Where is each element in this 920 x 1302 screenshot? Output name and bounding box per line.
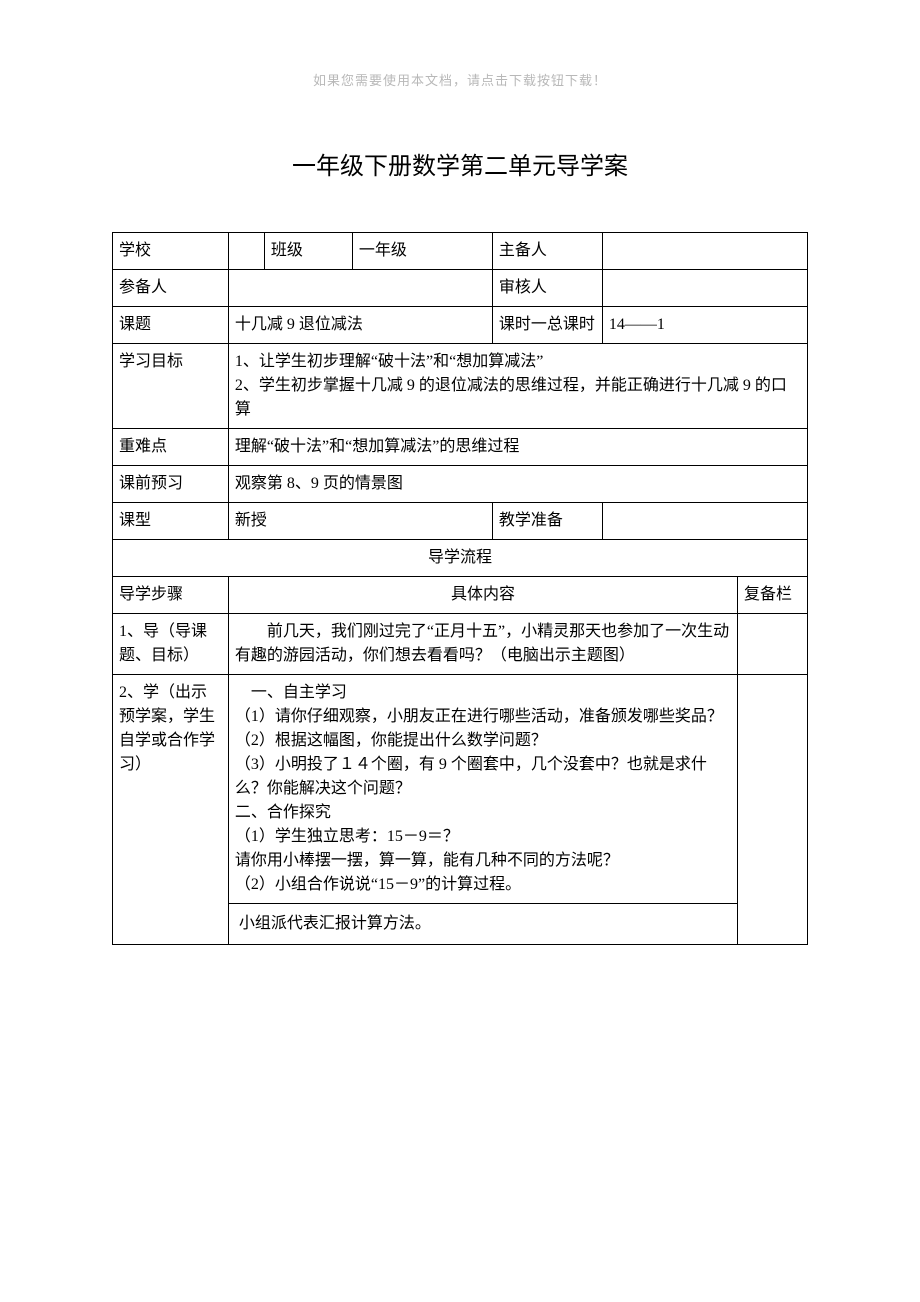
watermark-text: 如果您需要使用本文档，请点击下载按钮下载！ [0, 70, 920, 89]
content-col-label: 具体内容 [228, 577, 737, 614]
fubei-col-label: 复备栏 [738, 577, 808, 614]
table-row: 课前预习 观察第 8、9 页的情景图 [113, 466, 808, 503]
type-label: 课型 [113, 503, 229, 540]
fubei-cell [738, 675, 808, 945]
preview-label: 课前预习 [113, 466, 229, 503]
step1-content: 前几天，我们刚过完了“正月十五”，小精灵那天也参加了一次生动有趣的游园活动，你们… [228, 614, 737, 675]
keypoint-label: 重难点 [113, 429, 229, 466]
table-row: 学校 班级 一年级 主备人 [113, 233, 808, 270]
main-author-label: 主备人 [492, 233, 602, 270]
keypoint-value: 理解“破十法”和“想加算减法”的思维过程 [228, 429, 807, 466]
table-row: 参备人 审核人 [113, 270, 808, 307]
flow-process-header: 导学流程 [113, 540, 808, 577]
fubei-cell [738, 614, 808, 675]
step-col-label: 导学步骤 [113, 577, 229, 614]
lesson-plan-table: 学校 班级 一年级 主备人 参备人 审核人 课题 十几减 9 退位减法 课时一总… [112, 232, 808, 945]
preview-value: 观察第 8、9 页的情景图 [228, 466, 807, 503]
table-row: 课题 十几减 9 退位减法 课时一总课时 14——1 [113, 307, 808, 344]
step2-content-extra: 小组派代表汇报计算方法。 [228, 904, 737, 945]
prep-label: 教学准备 [492, 503, 602, 540]
objective-label: 学习目标 [113, 344, 229, 429]
main-author-value [602, 233, 807, 270]
reviewer-label: 审核人 [492, 270, 602, 307]
co-author-value [228, 270, 492, 307]
school-label: 学校 [113, 233, 229, 270]
class-label: 班级 [264, 233, 352, 270]
table-row: 学习目标 1、让学生初步理解“破十法”和“想加算减法” 2、学生初步掌握十几减 … [113, 344, 808, 429]
table-row: 导学步骤 具体内容 复备栏 [113, 577, 808, 614]
page-title: 一年级下册数学第二单元导学案 [0, 146, 920, 181]
step1-label: 1、导（导课题、目标） [113, 614, 229, 675]
objective-value: 1、让学生初步理解“破十法”和“想加算减法” 2、学生初步掌握十几减 9 的退位… [228, 344, 807, 429]
period-value: 14——1 [602, 307, 807, 344]
table-row: 课型 新授 教学准备 [113, 503, 808, 540]
topic-label: 课题 [113, 307, 229, 344]
step1-content-text: 前几天，我们刚过完了“正月十五”，小精灵那天也参加了一次生动有趣的游园活动，你们… [235, 623, 729, 664]
period-label: 课时一总课时 [492, 307, 602, 344]
school-value [228, 233, 264, 270]
class-value: 一年级 [352, 233, 492, 270]
reviewer-value [602, 270, 807, 307]
table-row: 导学流程 [113, 540, 808, 577]
co-author-label: 参备人 [113, 270, 229, 307]
type-value: 新授 [228, 503, 492, 540]
table-row: 2、学（出示预学案，学生自学或合作学习） 一、自主学习 （1）请你仔细观察，小朋… [113, 675, 808, 904]
topic-value: 十几减 9 退位减法 [228, 307, 492, 344]
table-row: 1、导（导课题、目标） 前几天，我们刚过完了“正月十五”，小精灵那天也参加了一次… [113, 614, 808, 675]
step2-content-text: 一、自主学习 （1）请你仔细观察，小朋友正在进行哪些活动，准备颁发哪些奖品？ （… [235, 684, 723, 893]
step2-label: 2、学（出示预学案，学生自学或合作学习） [113, 675, 229, 945]
table-row: 重难点 理解“破十法”和“想加算减法”的思维过程 [113, 429, 808, 466]
step2-content: 一、自主学习 （1）请你仔细观察，小朋友正在进行哪些活动，准备颁发哪些奖品？ （… [228, 675, 737, 904]
prep-value [602, 503, 807, 540]
